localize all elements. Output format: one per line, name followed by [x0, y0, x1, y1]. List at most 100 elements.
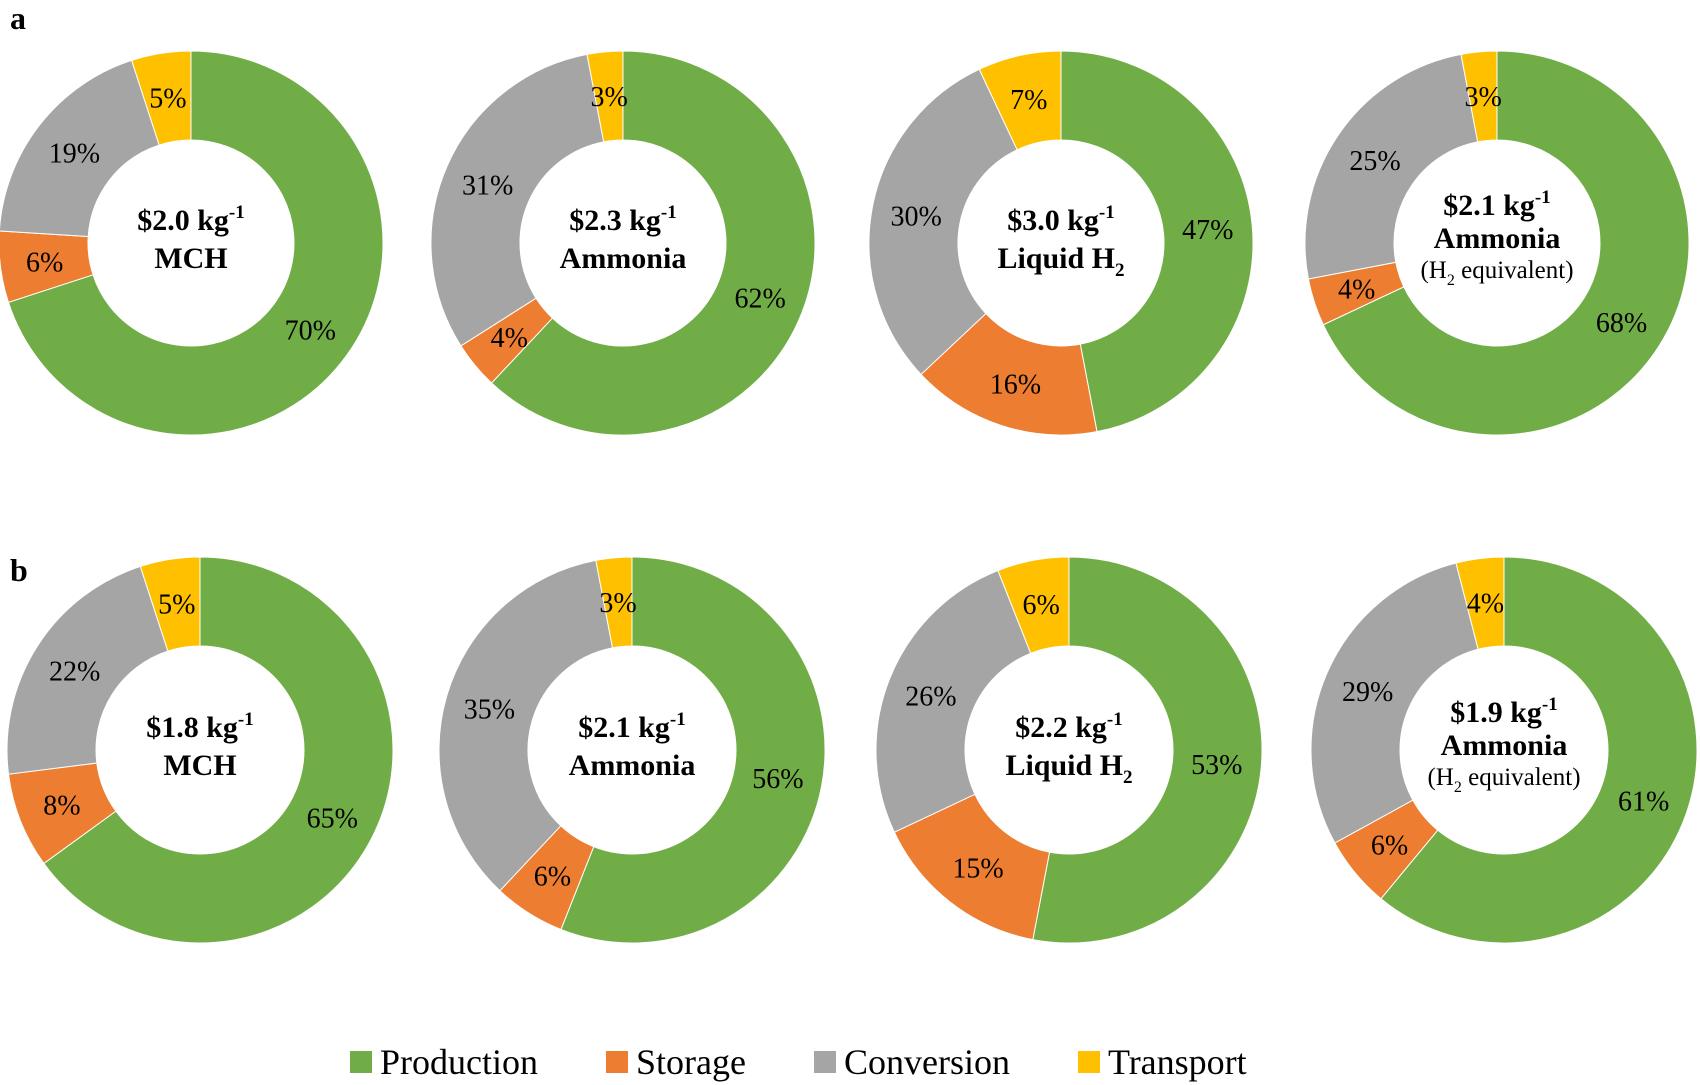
center-name: Ammonia: [560, 242, 687, 275]
legend-swatch-production: [350, 1051, 372, 1073]
slice-conversion: [1304, 53, 1479, 280]
data-label-transport: 5%: [158, 589, 195, 620]
slice-production: [1060, 50, 1254, 433]
data-label-conversion: 25%: [1349, 146, 1400, 177]
data-label-conversion: 26%: [905, 681, 956, 712]
center-name: MCH: [163, 749, 236, 782]
center-price: $2.3 kg-1: [569, 202, 677, 237]
data-label-storage: 6%: [26, 247, 63, 278]
data-label-transport: 4%: [1467, 589, 1504, 620]
center-price: $2.1 kg-1: [1443, 187, 1551, 222]
slice-storage: [0, 230, 94, 303]
donut-chart-3: 47% 16% 30% 7% $3.0 kg-1 Liquid H2: [868, 50, 1254, 436]
legend-label-storage: Storage: [636, 1042, 746, 1082]
legend-label-conversion: Conversion: [843, 1042, 1010, 1082]
slice-production: [490, 50, 816, 436]
data-label-production: 61%: [1618, 786, 1669, 817]
slice-conversion: [0, 59, 160, 238]
donut-chart-2: 62% 4% 31% 3% $2.3 kg-1 Ammonia: [430, 50, 816, 436]
data-label-storage: 6%: [534, 861, 571, 892]
legend-label-transport: Transport: [1107, 1042, 1247, 1082]
data-label-conversion: 35%: [464, 695, 515, 726]
data-label-transport: 6%: [1023, 590, 1060, 621]
legend-item-transport: Transport: [1077, 1041, 1247, 1083]
slice-production: [1380, 556, 1698, 944]
data-label-conversion: 29%: [1342, 677, 1393, 708]
slice-conversion: [6, 565, 169, 775]
data-label-storage: 6%: [1371, 831, 1408, 862]
center-price: $1.8 kg-1: [146, 709, 254, 744]
data-label-production: 56%: [752, 764, 803, 795]
slice-conversion: [430, 53, 605, 347]
data-label-production: 62%: [734, 283, 785, 314]
data-label-conversion: 30%: [890, 201, 941, 232]
center-price: $1.9 kg-1: [1450, 694, 1558, 729]
legend-label-production: Production: [380, 1042, 538, 1082]
slice-conversion: [868, 68, 1018, 376]
center-name: MCH: [154, 242, 227, 275]
slice-transport: [978, 50, 1062, 151]
data-label-conversion: 19%: [49, 139, 100, 170]
center-price: $2.0 kg-1: [137, 202, 245, 237]
center-name: Ammonia: [1434, 222, 1561, 255]
slice-transport: [131, 50, 192, 146]
data-label-production: 65%: [307, 803, 358, 834]
legend-swatch-conversion: [813, 1051, 836, 1073]
slice-transport: [595, 556, 633, 649]
donut-chart-1: 70% 6% 19% 5% $2.0 kg-1 MCH: [0, 50, 384, 436]
panel-label-a: a: [10, 0, 26, 36]
center-name: Liquid H2: [997, 242, 1124, 281]
slice-transport: [1460, 50, 1498, 143]
data-label-conversion: 31%: [462, 170, 513, 201]
slice-production: [560, 556, 826, 944]
slice-production: [1322, 50, 1690, 436]
legend-item-storage: Storage: [606, 1041, 746, 1083]
data-label-storage: 15%: [952, 853, 1003, 884]
data-label-transport: 3%: [590, 82, 627, 113]
slice-production: [7, 50, 384, 436]
data-label-transport: 7%: [1010, 85, 1047, 116]
data-label-production: 53%: [1191, 750, 1242, 781]
data-label-production: 68%: [1596, 308, 1647, 339]
donut-chart-7: 53% 15% 26% 6% $2.2 kg-1 Liquid H2: [875, 556, 1263, 944]
data-label-transport: 3%: [599, 588, 636, 619]
center-price: $2.1 kg-1: [578, 709, 686, 744]
donut-chart-5: 65% 8% 22% 5% $1.8 kg-1 MCH: [6, 556, 394, 944]
center-note: (H2 equivalent): [1427, 764, 1580, 796]
panel-label-b: b: [10, 552, 28, 588]
data-label-storage: 4%: [491, 323, 528, 354]
donut-chart-6: 56% 6% 35% 3% $2.1 kg-1 Ammonia: [438, 556, 826, 944]
slice-production: [1032, 556, 1263, 944]
legend-swatch-transport: [1077, 1051, 1100, 1073]
slice-conversion: [438, 559, 614, 892]
center-note: (H2 equivalent): [1420, 257, 1573, 289]
data-label-production: 70%: [285, 316, 336, 347]
center-name: Liquid H2: [1005, 749, 1132, 788]
legend-item-conversion: Conversion: [813, 1041, 1010, 1083]
data-label-transport: 3%: [1464, 82, 1501, 113]
slice-conversion: [875, 569, 1032, 833]
data-label-storage: 16%: [990, 369, 1041, 400]
data-label-production: 47%: [1182, 215, 1233, 246]
slice-transport: [586, 50, 624, 143]
slice-transport: [997, 556, 1070, 654]
center-price: $2.2 kg-1: [1015, 709, 1123, 744]
slice-production: [43, 556, 394, 944]
center-name: Ammonia: [1441, 729, 1568, 762]
data-label-transport: 5%: [149, 83, 186, 114]
center-price: $3.0 kg-1: [1007, 202, 1115, 237]
slice-transport: [1455, 556, 1505, 650]
legend-swatch-storage: [606, 1051, 628, 1073]
data-label-storage: 4%: [1338, 275, 1375, 306]
legend-item-production: Production: [350, 1041, 538, 1083]
legend: Production Storage Conversion Transport: [350, 1040, 1315, 1084]
slice-conversion: [1310, 562, 1479, 844]
center-name: Ammonia: [569, 749, 696, 782]
data-label-storage: 8%: [43, 791, 80, 822]
data-label-conversion: 22%: [49, 656, 100, 687]
slice-transport: [139, 556, 201, 652]
